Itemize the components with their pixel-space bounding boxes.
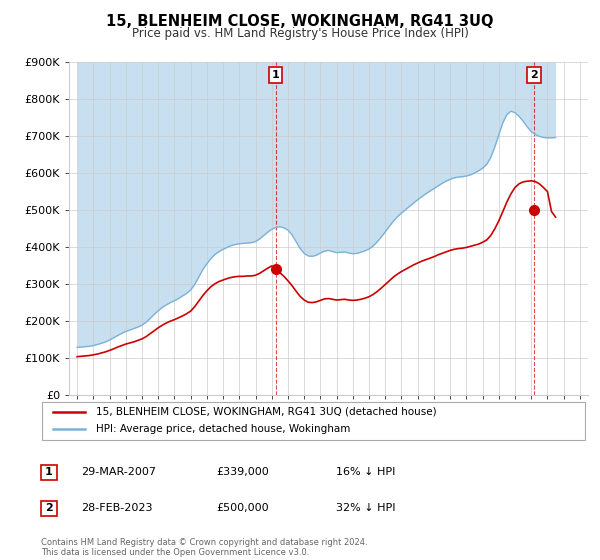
Text: 16% ↓ HPI: 16% ↓ HPI xyxy=(336,466,395,477)
Text: 28-FEB-2023: 28-FEB-2023 xyxy=(81,503,152,513)
Text: Contains HM Land Registry data © Crown copyright and database right 2024.
This d: Contains HM Land Registry data © Crown c… xyxy=(41,538,367,557)
Text: 2: 2 xyxy=(530,70,538,80)
Text: 2: 2 xyxy=(45,503,52,514)
Text: £339,000: £339,000 xyxy=(216,466,269,477)
Text: 1: 1 xyxy=(272,70,280,80)
Text: Price paid vs. HM Land Registry's House Price Index (HPI): Price paid vs. HM Land Registry's House … xyxy=(131,27,469,40)
Text: 1: 1 xyxy=(45,467,52,477)
Text: 29-MAR-2007: 29-MAR-2007 xyxy=(81,466,156,477)
Text: 15, BLENHEIM CLOSE, WOKINGHAM, RG41 3UQ: 15, BLENHEIM CLOSE, WOKINGHAM, RG41 3UQ xyxy=(106,14,494,29)
Text: 15, BLENHEIM CLOSE, WOKINGHAM, RG41 3UQ (detached house): 15, BLENHEIM CLOSE, WOKINGHAM, RG41 3UQ … xyxy=(97,407,437,417)
Text: 32% ↓ HPI: 32% ↓ HPI xyxy=(336,503,395,513)
Text: HPI: Average price, detached house, Wokingham: HPI: Average price, detached house, Woki… xyxy=(97,424,350,435)
Text: £500,000: £500,000 xyxy=(216,503,269,513)
